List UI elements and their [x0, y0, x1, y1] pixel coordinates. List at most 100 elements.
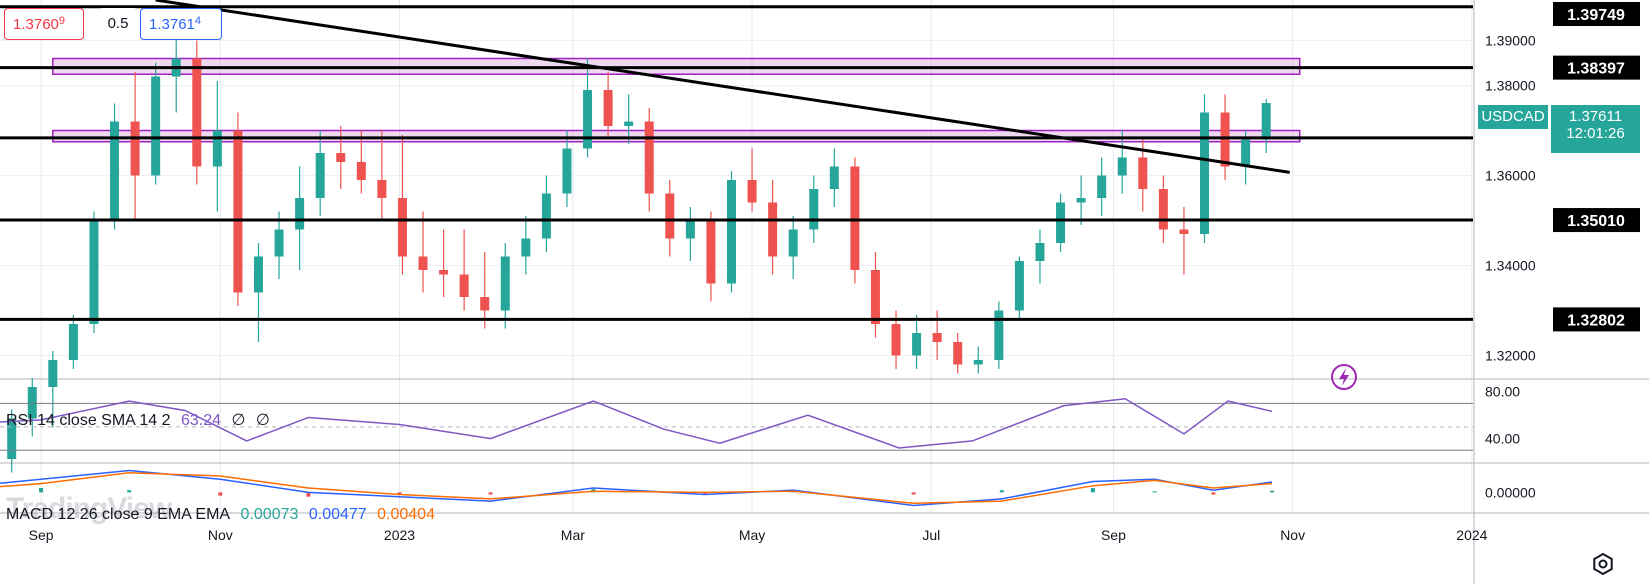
zone-rect-1 [52, 129, 1301, 143]
macd-tick-label-0: 0.00000 [1485, 484, 1536, 500]
lightning-icon[interactable] [1329, 362, 1359, 392]
candle-body-58 [1158, 189, 1168, 230]
macd-signal-line [0, 471, 1273, 505]
candle-body-33 [644, 121, 654, 194]
candle-body-62 [1241, 139, 1251, 167]
candle-body-63 [1261, 103, 1271, 140]
candle-body-47 [932, 333, 942, 342]
level-label-0: 1.39749 [1567, 7, 1625, 24]
gear-icon[interactable] [1590, 551, 1616, 577]
candle-body-19 [356, 162, 366, 180]
candle-body-46 [912, 333, 922, 356]
macd-hist-bar-11 [999, 490, 1004, 493]
trendline [155, 0, 1290, 174]
candle-body-31 [603, 90, 613, 126]
macd-hist-bar-10 [911, 492, 916, 495]
candle-body-50 [994, 310, 1004, 360]
last-price-box: 1.37611 12:01:26 [1551, 105, 1640, 153]
macd-hist-bar-14 [1211, 492, 1216, 495]
price-tick-label-4: 1.32000 [1485, 348, 1536, 364]
candle-body-37 [726, 180, 736, 284]
candle-body-28 [541, 193, 551, 239]
candle-body-41 [809, 189, 819, 230]
bid-price-box[interactable]: 1.37609 [4, 8, 84, 40]
macd-title: MACD 12 26 close 9 EMA EMA [6, 506, 231, 523]
tradingview-watermark: TradingView [6, 492, 172, 525]
candle-body-56 [1117, 157, 1127, 176]
bid-price-pip: 9 [58, 15, 66, 27]
macd-hist-bar-4 [306, 492, 311, 497]
candle-body-43 [850, 166, 860, 270]
price-tick-label-2: 1.36000 [1485, 168, 1536, 184]
symbol-label[interactable]: USDCAD [1478, 105, 1548, 129]
candle-body-29 [562, 148, 572, 194]
candle-body-57 [1138, 157, 1148, 189]
macd-line-value: 0.00477 [308, 506, 367, 523]
candle-body-60 [1200, 112, 1210, 234]
macd-hist-bar-5 [397, 492, 402, 495]
candle-body-22 [418, 256, 428, 270]
candle-body-59 [1179, 229, 1189, 234]
macd-hist-bar-8 [703, 492, 708, 495]
candle-body-38 [747, 180, 757, 203]
level-label-bg-1 [1553, 55, 1640, 80]
time-tick-label-3: Mar [561, 527, 585, 543]
candle-body-14 [253, 256, 263, 293]
candle-body-21 [397, 198, 407, 257]
candle-body-25 [480, 297, 490, 311]
level-label-3: 1.35010 [1567, 213, 1625, 230]
candle-body-52 [1035, 243, 1045, 261]
candle-body-53 [1056, 202, 1066, 243]
candle-body-17 [315, 153, 325, 198]
price-tick-label-1: 1.38000 [1485, 78, 1536, 94]
candle-body-55 [1097, 175, 1107, 198]
level-label-1: 1.38397 [1567, 61, 1625, 78]
rsi-title: RSI 14 close SMA 14 2 [6, 412, 171, 429]
bar-countdown: 12:01:26 [1566, 125, 1625, 142]
candle-body-48 [953, 342, 963, 365]
rsi-tick-label-1: 40.00 [1485, 431, 1520, 447]
candle-body-11 [192, 58, 202, 167]
candle-body-18 [336, 153, 346, 162]
candle-body-39 [768, 202, 778, 257]
candle-body-54 [1076, 198, 1086, 203]
ask-price-pip: 4 [194, 15, 202, 27]
macd-hist-bar-13 [1152, 491, 1157, 493]
candle-body-4 [48, 360, 58, 387]
macd-hist-bar-1 [39, 488, 44, 493]
candle-body-32 [624, 121, 634, 126]
ask-price-box[interactable]: 1.37614 [140, 8, 222, 40]
level-label-bg-0 [1553, 2, 1640, 26]
candle-body-2 [7, 418, 17, 459]
macd-legend[interactable]: MACD 12 26 close 9 EMA EMA 0.00073 0.004… [6, 506, 441, 524]
rsi-legend[interactable]: RSI 14 close SMA 14 2 63.24 ∅ ∅ [6, 410, 276, 430]
macd-signal-value: 0.00404 [377, 506, 435, 523]
level-label-bg-3 [1553, 208, 1640, 233]
candle-body-40 [788, 229, 798, 257]
candle-body-42 [829, 166, 839, 189]
candle-body-35 [685, 220, 695, 239]
time-tick-label-5: Jul [922, 527, 940, 543]
candle-body-23 [439, 270, 449, 275]
rsi-value: 63.24 [180, 412, 222, 429]
rsi-tick-label-0: 80.00 [1485, 384, 1520, 400]
candle-body-49 [973, 360, 983, 365]
candle-body-34 [665, 193, 675, 239]
candle-body-5 [68, 324, 78, 360]
macd-hist-bar-12 [1090, 488, 1095, 493]
level-label-4: 1.32802 [1567, 312, 1625, 329]
candle-body-3 [27, 387, 37, 419]
macd-hist-bar-15 [1270, 490, 1275, 493]
candle-body-44 [870, 270, 880, 324]
time-tick-label-1: Nov [208, 527, 233, 543]
last-price: 1.37611 [1568, 108, 1623, 125]
spread-value: 0.5 [98, 8, 138, 40]
macd-hist-bar-6 [488, 492, 493, 495]
candle-body-13 [233, 130, 243, 293]
candle-body-51 [1014, 261, 1024, 311]
candle-body-12 [212, 130, 222, 167]
candle-body-15 [274, 229, 284, 257]
macd-hist-value: 0.00073 [240, 506, 299, 523]
candles-group [7, 9, 1271, 473]
